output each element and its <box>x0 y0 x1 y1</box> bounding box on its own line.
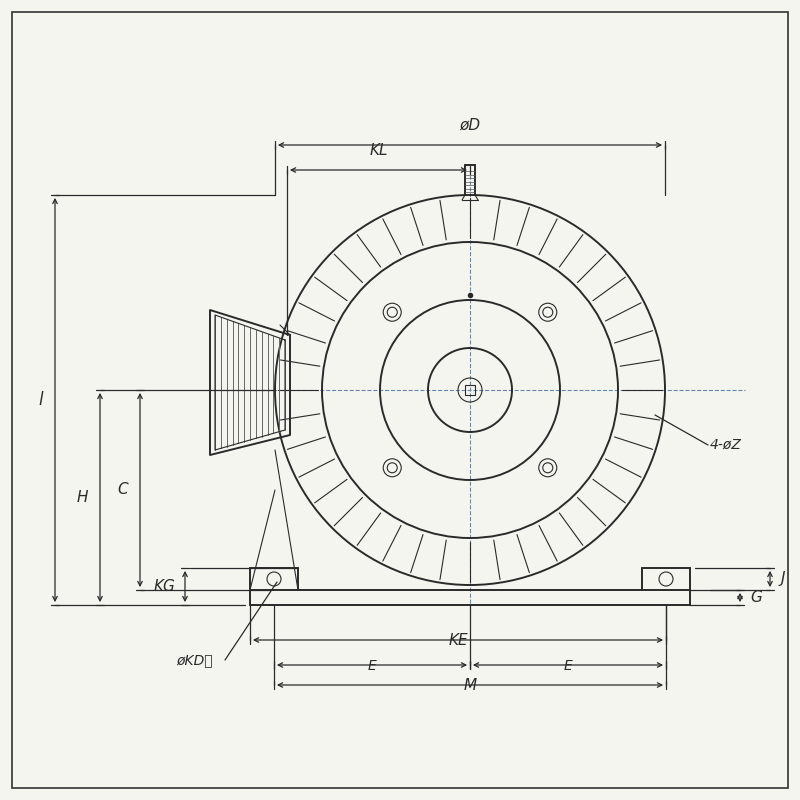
Bar <box>465 385 475 395</box>
Text: KG: KG <box>153 579 175 594</box>
Text: l: l <box>38 391 43 409</box>
Text: øKD穴: øKD穴 <box>177 653 214 667</box>
Text: E: E <box>368 659 376 673</box>
Text: M: M <box>463 678 477 693</box>
Text: E: E <box>564 659 572 673</box>
Text: G: G <box>750 590 762 605</box>
Text: J: J <box>780 571 785 586</box>
Text: KE: KE <box>448 633 468 648</box>
Text: øD: øD <box>459 118 481 133</box>
Text: KL: KL <box>370 143 388 158</box>
Text: C: C <box>118 482 128 498</box>
Text: 4-øZ: 4-øZ <box>710 438 742 452</box>
Text: H: H <box>77 490 88 505</box>
